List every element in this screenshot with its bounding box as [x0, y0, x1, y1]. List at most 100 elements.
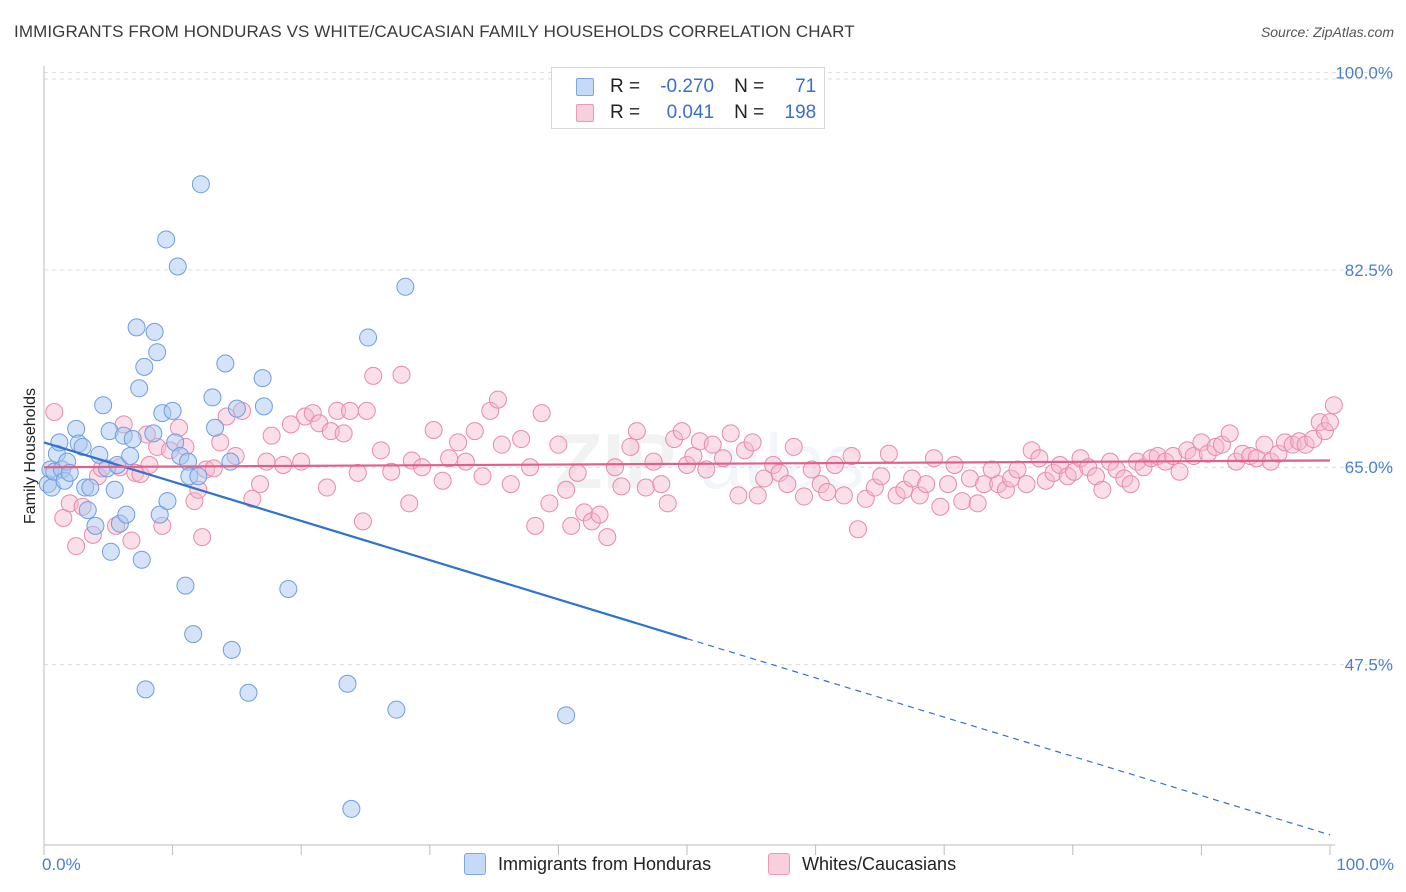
n-label: N = [734, 102, 765, 123]
whites-point [67, 537, 86, 556]
honduras-points [38, 175, 576, 818]
whites-point [849, 520, 868, 539]
whites-point [193, 528, 212, 547]
legend-label: Immigrants from Honduras [498, 853, 712, 874]
legend-label: Whites/Caucasians [802, 853, 957, 874]
whites-point [328, 401, 347, 420]
honduras-point [130, 379, 149, 398]
whites-point [348, 463, 367, 482]
whites-point [1079, 458, 1098, 477]
whites-point [433, 471, 452, 490]
honduras-point [239, 683, 258, 702]
whites-point [364, 366, 383, 385]
r-label: R = [610, 102, 641, 123]
whites-point [598, 528, 617, 547]
whites-point [400, 494, 419, 513]
grid-lines [44, 72, 1392, 666]
n-value: 198 [784, 102, 817, 123]
honduras-point [78, 501, 97, 520]
honduras-point [136, 680, 155, 699]
whites-point [449, 433, 468, 452]
legend-item-whites: Whites/Caucasians [768, 853, 956, 875]
y-tick-label: 100.0% [1335, 64, 1393, 83]
whites-point [549, 435, 568, 454]
whites-point [204, 459, 223, 478]
whites-point [735, 441, 754, 460]
whites-point [1058, 467, 1077, 486]
whites-point [703, 435, 722, 454]
honduras-point [105, 480, 124, 499]
honduras-point [127, 318, 146, 337]
whites-point [357, 401, 376, 420]
whites-point [257, 452, 276, 471]
honduras-point [557, 706, 576, 725]
whites-point [521, 458, 540, 477]
whites-point [371, 441, 390, 460]
whites-point [122, 531, 141, 550]
whites-point [879, 444, 898, 463]
trend-lines [43, 441, 1331, 836]
y-tick-label: 47.5% [1345, 656, 1393, 675]
whites-point [917, 475, 936, 494]
whites-point [1134, 458, 1153, 477]
whites-point [501, 475, 520, 494]
whites-point [575, 503, 594, 522]
whites-point [473, 467, 492, 486]
whites-point [802, 460, 821, 479]
whites-point [1093, 480, 1112, 499]
whites-point [748, 486, 767, 505]
honduras-point [148, 343, 167, 362]
whites-point [281, 415, 300, 434]
whites-point [658, 494, 677, 513]
honduras-point [121, 446, 140, 465]
honduras-point [206, 418, 225, 437]
whites-point [818, 483, 837, 502]
whites-point [185, 492, 204, 511]
whites-point [317, 478, 336, 497]
honduras-point [123, 430, 142, 449]
honduras-point [227, 399, 246, 418]
whites-point [996, 480, 1015, 499]
whites-point [672, 422, 691, 441]
whites-point [424, 421, 443, 440]
honduras-point [94, 396, 113, 415]
whites-point [262, 426, 281, 445]
whites-point [842, 446, 861, 465]
honduras-point [342, 799, 361, 818]
stats-legend: R = -0.270 N = 71 R = 0.041 N = 198 [551, 67, 825, 129]
x-tick-label-max: 100.0% [1336, 855, 1394, 874]
honduras-point [81, 478, 100, 497]
honduras-point [117, 505, 136, 524]
y-tick-label: 65.0% [1345, 458, 1393, 477]
whites-point [910, 486, 929, 505]
whites-point [644, 452, 663, 471]
honduras-point [157, 230, 176, 249]
honduras-point [221, 452, 240, 471]
whites-point [1324, 396, 1343, 415]
whites-trend-line [43, 459, 1331, 469]
honduras-point [86, 516, 105, 535]
whites-point [512, 430, 531, 449]
honduras-point [279, 580, 298, 599]
honduras-point [222, 640, 241, 659]
whites-point [697, 460, 716, 479]
r-value: 0.041 [666, 102, 715, 123]
whites-point [1121, 475, 1140, 494]
whites-point [795, 487, 814, 506]
honduras-point [338, 674, 357, 693]
honduras-point [73, 437, 92, 456]
whites-point [960, 469, 979, 488]
whites-point [621, 437, 640, 456]
whites-point [532, 404, 551, 423]
honduras-point [176, 576, 195, 595]
whites-point [557, 480, 576, 499]
whites-point [341, 401, 360, 420]
whites-point [924, 449, 943, 468]
whites-point [743, 433, 762, 452]
whites-point [825, 455, 844, 474]
honduras-point [254, 397, 273, 416]
whites-point [1008, 460, 1027, 479]
whites-point [413, 458, 432, 477]
whites-point [729, 486, 748, 505]
